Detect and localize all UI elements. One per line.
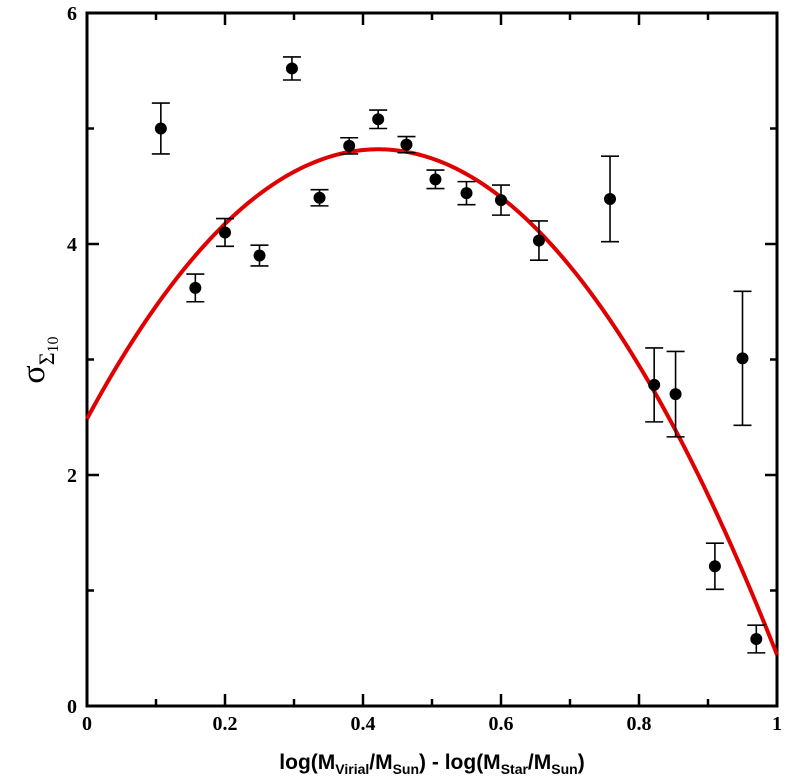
x-tick-label: 0.8 [627,713,652,735]
point-marker [669,388,682,401]
x-axis-title: log(MVirial/MSun) - log(MStar/MSun) [279,751,584,777]
data-points-group [151,56,766,654]
plot-frame [85,11,779,708]
point-marker [313,191,326,204]
x-tick-label: 0.6 [489,713,514,735]
point-marker [648,378,661,391]
data-point [151,102,170,155]
point-marker [495,194,507,207]
point-marker [285,62,298,75]
y-axis-title: σΣ10 [15,336,62,383]
data-point [747,624,766,654]
point-marker [429,173,442,186]
data-point [216,217,234,248]
axis-ticks [85,11,779,708]
data-point [310,188,329,207]
point-marker [189,281,202,294]
data-point [601,155,620,243]
data-point [733,290,752,427]
point-marker [460,187,473,200]
data-point [186,273,205,303]
point-marker [532,234,545,247]
data-point [426,169,445,190]
x-tick-label: 0.4 [351,713,376,735]
data-point [492,184,510,216]
data-point [645,347,664,423]
data-point [282,56,301,81]
data-point [340,136,359,155]
fit-curve [85,147,779,656]
point-marker [400,138,413,151]
svg-text:σΣ10: σΣ10 [15,336,62,383]
y-tick-label: 6 [67,3,77,25]
data-point [397,135,416,154]
point-marker [708,560,721,573]
x-tick-label: 0 [82,713,92,735]
data-point [369,109,388,130]
point-marker [604,192,617,205]
y-tick-label: 4 [67,234,77,256]
point-marker [750,633,763,646]
axis-tick-labels: 0 0.2 0.4 0.6 0.8 1 0 2 4 6 [67,3,782,735]
point-marker [372,113,385,126]
data-point [457,180,476,206]
y-tick-label: 2 [67,465,77,487]
fit-curve-group [85,147,779,656]
point-marker [253,249,266,262]
data-point [250,244,269,267]
point-marker [219,226,231,239]
data-point [705,542,724,591]
point-marker [343,139,356,152]
data-point [666,350,685,438]
x-tick-label: 0.2 [213,713,238,735]
data-point [529,220,548,261]
point-marker [736,352,749,365]
x-tick-label: 1 [772,713,782,735]
point-marker [154,122,167,135]
y-tick-label: 0 [67,696,77,718]
